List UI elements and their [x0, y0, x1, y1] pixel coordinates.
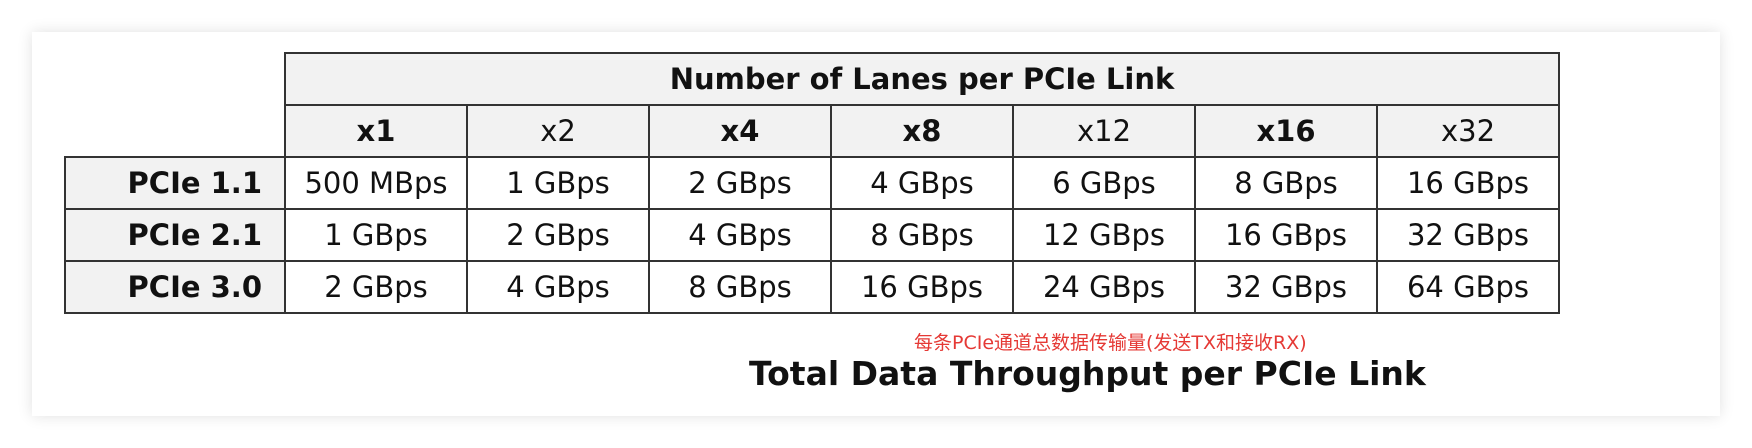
table-caption: Total Data Throughput per PCIe Link — [749, 354, 1426, 393]
table-cell: 32 GBps — [1376, 208, 1560, 262]
table-cell: 8 GBps — [648, 260, 832, 314]
row-label-pcie-3-0: PCIe 3.0 — [64, 260, 286, 314]
table-row: PCIe 1.1 500 MBps 1 GBps 2 GBps 4 GBps 6… — [64, 156, 1560, 210]
table-cell: 4 GBps — [648, 208, 832, 262]
table-row: PCIe 3.0 2 GBps 4 GBps 8 GBps 16 GBps 24… — [64, 260, 1560, 314]
table-cell: 24 GBps — [1012, 260, 1196, 314]
lane-header-x1: x1 — [284, 104, 468, 158]
table-cell: 500 MBps — [284, 156, 468, 210]
group-header-row: Number of Lanes per PCIe Link — [65, 52, 1560, 106]
row-label-pcie-1-1: PCIe 1.1 — [64, 156, 286, 210]
table-cell: 1 GBps — [284, 208, 468, 262]
table-cell: 1 GBps — [466, 156, 650, 210]
table-cell: 2 GBps — [648, 156, 832, 210]
table-row: PCIe 2.1 1 GBps 2 GBps 4 GBps 8 GBps 12 … — [64, 208, 1560, 262]
table-cell: 2 GBps — [284, 260, 468, 314]
table-cell: 32 GBps — [1194, 260, 1378, 314]
table-cell: 16 GBps — [1194, 208, 1378, 262]
lane-header-x4: x4 — [648, 104, 832, 158]
table-cell: 2 GBps — [466, 208, 650, 262]
lane-header-x16: x16 — [1194, 104, 1378, 158]
lane-header-x32: x32 — [1376, 104, 1560, 158]
lane-header-x12: x12 — [1012, 104, 1196, 158]
table-cell: 8 GBps — [830, 208, 1014, 262]
lane-header-row: x1 x2 x4 x8 x12 x16 x32 — [65, 104, 1560, 158]
lane-header-x2: x2 — [466, 104, 650, 158]
table-cell: 12 GBps — [1012, 208, 1196, 262]
table-cell: 64 GBps — [1376, 260, 1560, 314]
table-cell: 16 GBps — [830, 260, 1014, 314]
chinese-annotation: 每条PCIe通道总数据传输量(发送TX和接收RX) — [914, 332, 1307, 354]
corner-cell — [65, 53, 285, 105]
table-cell: 16 GBps — [1376, 156, 1560, 210]
table-cell: 6 GBps — [1012, 156, 1196, 210]
throughput-table: Number of Lanes per PCIe Link x1 x2 x4 x… — [64, 52, 1560, 314]
lanes-group-header: Number of Lanes per PCIe Link — [284, 52, 1560, 106]
row-label-pcie-2-1: PCIe 2.1 — [64, 208, 286, 262]
table-cell: 4 GBps — [830, 156, 1014, 210]
table-cell: 8 GBps — [1194, 156, 1378, 210]
corner-cell — [65, 105, 285, 157]
table-cell: 4 GBps — [466, 260, 650, 314]
lane-header-x8: x8 — [830, 104, 1014, 158]
